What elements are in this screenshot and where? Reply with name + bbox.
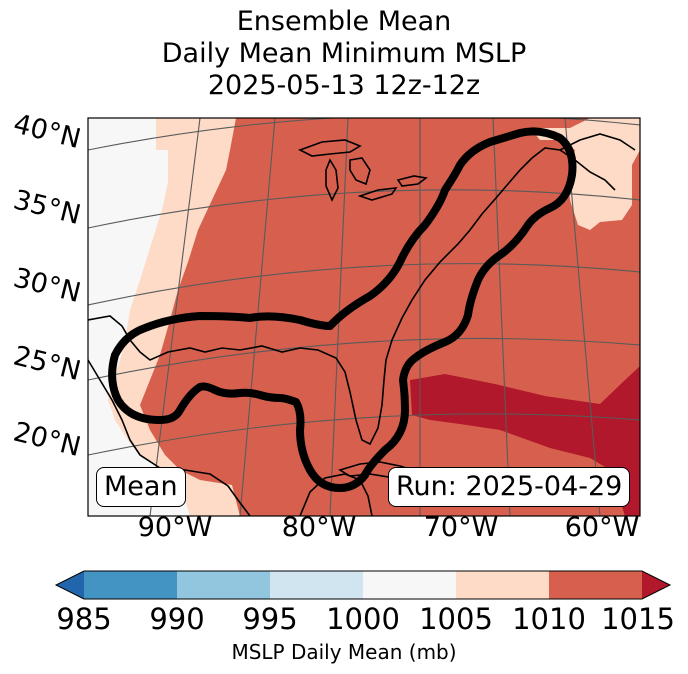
colorbar-outline — [54, 570, 672, 600]
colorbar-tick-1015: 1015 — [601, 602, 675, 636]
map-frame — [87, 117, 641, 517]
lon-label-60w: 60°W — [564, 512, 640, 543]
colorbar-segment-1005-1010 — [456, 571, 549, 599]
colorbar-tick-1000: 1000 — [326, 602, 400, 636]
title-line-2: Daily Mean Minimum MSLP — [161, 38, 527, 69]
lake-michigan — [325, 158, 339, 202]
map-panel — [87, 117, 641, 517]
lake-superior — [297, 139, 362, 157]
colorbar-tick-985: 985 — [56, 602, 112, 636]
field-1000-1005-west — [88, 118, 190, 516]
mexico-coast — [88, 359, 251, 516]
colorbar-segment-1010-1015 — [549, 571, 642, 599]
canada-coast — [559, 133, 636, 151]
colorbar-segment-1000-1005 — [363, 571, 456, 599]
lon-label-90w: 90°W — [137, 512, 213, 543]
contour-1015 — [108, 127, 577, 492]
colorbar-tick-990: 990 — [149, 602, 205, 636]
colorbar-segment-985-990 — [84, 571, 177, 599]
mean-box: Mean — [96, 467, 186, 507]
lake-erie — [357, 187, 398, 201]
field-above-1015 — [410, 366, 640, 516]
colorbar — [54, 570, 672, 600]
colorbar-segment-990-995 — [177, 571, 270, 599]
colorbar-segment-995-1000 — [270, 571, 363, 599]
yucatan — [299, 473, 373, 516]
colorbar-label: MSLP Daily Mean (mb) — [231, 640, 457, 664]
lake-ontario — [396, 175, 428, 187]
lon-label-80w: 80°W — [281, 512, 357, 543]
run-box: Run: 2025-04-29 — [388, 467, 631, 507]
colorbar-tick-995: 995 — [242, 602, 298, 636]
lon-label-70w: 70°W — [423, 512, 499, 543]
title-line-1: Ensemble Mean — [236, 6, 452, 37]
field-1005-1010-northeast — [530, 118, 640, 230]
gulf-coast — [88, 147, 616, 446]
colorbar-tick-1005: 1005 — [419, 602, 493, 636]
colorbar-extend-low — [56, 571, 84, 599]
lake-huron — [349, 157, 371, 186]
title-line-3: 2025-05-13 12z-12z — [207, 70, 481, 101]
colorbar-tick-1010: 1010 — [512, 602, 586, 636]
colorbar-extend-high — [642, 571, 670, 599]
